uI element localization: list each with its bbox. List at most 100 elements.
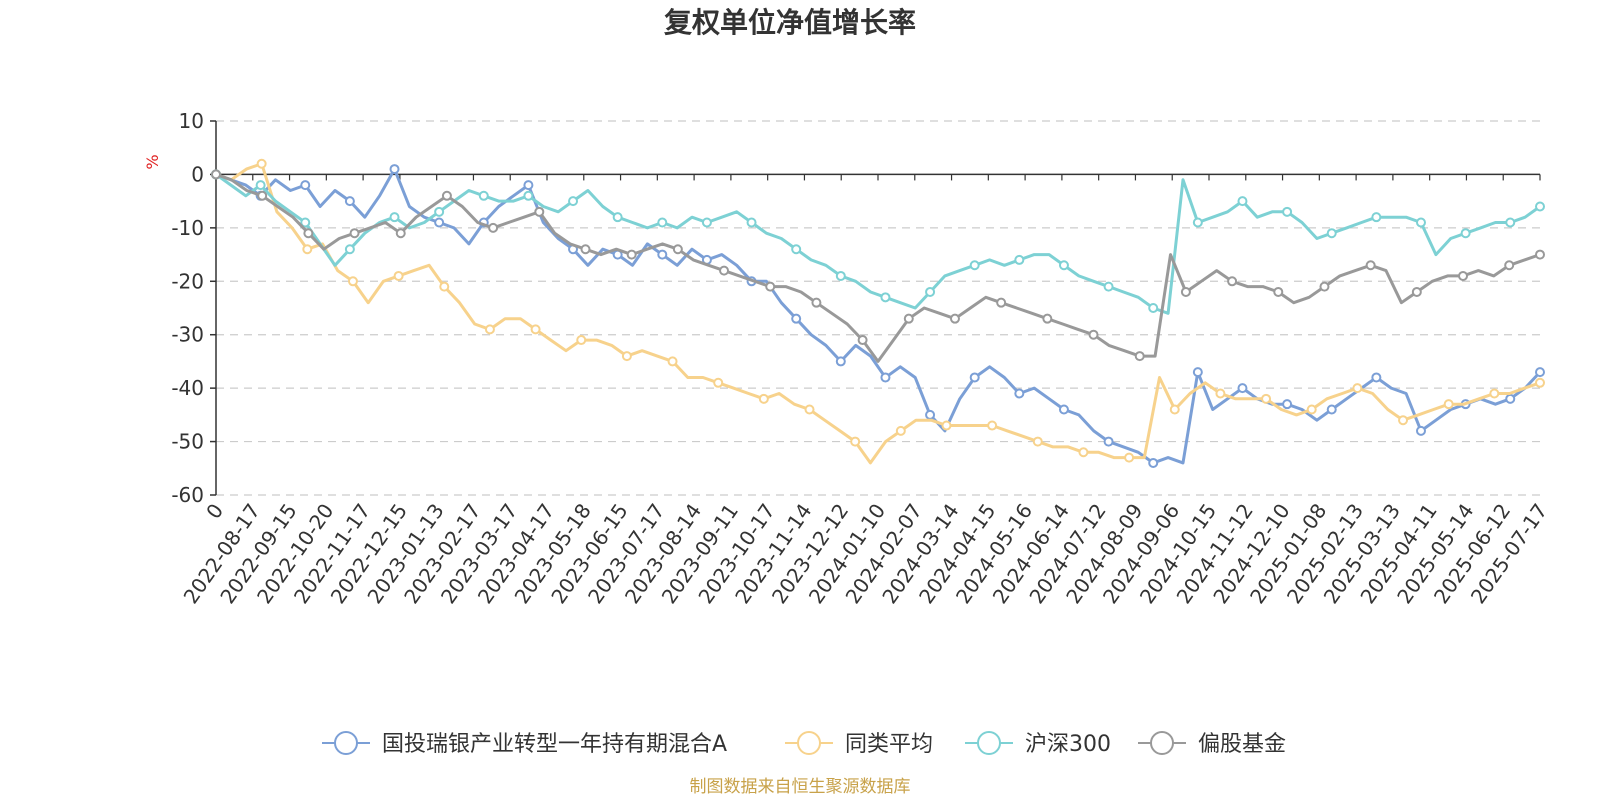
data-point	[1192, 367, 1203, 378]
data-point	[1215, 388, 1226, 399]
data-point	[303, 228, 314, 239]
data-point	[1261, 393, 1272, 404]
data-point	[987, 420, 998, 431]
legend-item-2[interactable]: 沪深300	[965, 731, 1111, 757]
data-point	[996, 297, 1007, 308]
axes	[210, 120, 1541, 496]
data-point	[256, 158, 267, 169]
data-point	[612, 212, 623, 223]
data-point	[1306, 404, 1317, 415]
data-point	[347, 276, 358, 287]
data-point	[344, 244, 355, 255]
data-point	[713, 377, 724, 388]
data-point	[657, 249, 668, 260]
data-point	[534, 206, 545, 217]
data-point	[1237, 383, 1248, 394]
data-point	[523, 190, 534, 201]
y-tick-label: -60	[171, 483, 204, 507]
data-point	[791, 244, 802, 255]
data-point	[1014, 388, 1025, 399]
data-point	[941, 420, 952, 431]
data-point	[657, 217, 668, 228]
data-point	[1180, 286, 1191, 297]
data-point	[1088, 329, 1099, 340]
data-point	[1371, 212, 1382, 223]
data-point	[1352, 383, 1363, 394]
data-point	[1505, 393, 1516, 404]
data-point	[1415, 217, 1426, 228]
data-point	[1411, 286, 1422, 297]
data-point	[1326, 404, 1337, 415]
data-point	[300, 180, 311, 191]
data-point	[949, 313, 960, 324]
data-source-note: 制图数据来自恒生聚源数据库	[690, 777, 911, 797]
data-point	[746, 217, 757, 228]
data-point	[1103, 436, 1114, 447]
data-point	[1058, 260, 1069, 271]
data-point	[1227, 276, 1238, 287]
x-tick-labels: 02022-08-172022-09-152022-10-202022-11-1…	[179, 499, 1553, 608]
legend-marker	[334, 731, 358, 755]
data-point	[621, 351, 632, 362]
legend-item-0[interactable]: 国投瑞银产业转型一年持有期混合A	[322, 731, 727, 757]
data-point	[1282, 206, 1293, 217]
data-point	[1535, 201, 1545, 212]
data-point	[441, 190, 452, 201]
data-point	[389, 164, 400, 175]
data-point	[672, 244, 683, 255]
data-point	[1489, 388, 1500, 399]
data-point	[1103, 281, 1114, 292]
data-point	[439, 281, 450, 292]
legend-label: 国投瑞银产业转型一年持有期混合A	[382, 732, 727, 757]
data-point	[925, 409, 936, 420]
data-point	[478, 190, 489, 201]
data-point	[1042, 313, 1053, 324]
data-point	[523, 180, 534, 191]
data-point	[969, 372, 980, 383]
data-point	[1078, 447, 1089, 458]
data-point	[395, 228, 406, 239]
legend-item-3[interactable]: 偏股基金	[1138, 731, 1286, 757]
data-point	[1415, 425, 1426, 436]
data-point	[434, 206, 445, 217]
data-point	[895, 425, 906, 436]
data-point	[1134, 351, 1145, 362]
legend-label: 偏股基金	[1198, 732, 1286, 757]
legend: 国投瑞银产业转型一年持有期混合A 同类平均 沪深300 偏股基金	[322, 731, 1286, 757]
data-point	[484, 324, 495, 335]
data-point	[835, 270, 846, 281]
data-point	[1326, 228, 1337, 239]
data-point	[1398, 415, 1409, 426]
data-point	[349, 228, 360, 239]
data-point	[530, 324, 541, 335]
data-point	[835, 356, 846, 367]
data-point	[1535, 249, 1545, 260]
data-point	[804, 404, 815, 415]
data-point	[1273, 286, 1284, 297]
data-point	[211, 169, 221, 180]
y-tick-label: -10	[171, 216, 204, 240]
data-point	[758, 393, 769, 404]
data-point	[257, 190, 268, 201]
y-tick-label: 10	[179, 109, 204, 133]
chart-title: 复权单位净值增长率	[664, 6, 916, 39]
data-point	[1192, 217, 1203, 228]
data-point	[1505, 217, 1516, 228]
data-point	[857, 335, 868, 346]
legend-item-1[interactable]: 同类平均	[785, 731, 933, 757]
data-point	[1504, 260, 1515, 271]
data-point	[393, 270, 404, 281]
data-point	[302, 244, 313, 255]
legend-label: 同类平均	[845, 732, 933, 757]
data-point	[1148, 303, 1159, 313]
data-point	[255, 180, 266, 191]
data-point	[765, 281, 776, 292]
series-line-3	[215, 172, 1541, 363]
data-point	[576, 335, 587, 346]
data-point	[1319, 281, 1330, 292]
series-line-2	[215, 173, 1541, 315]
data-point	[969, 260, 980, 271]
grid-lines	[216, 120, 1540, 496]
series-line-0	[215, 167, 1542, 465]
